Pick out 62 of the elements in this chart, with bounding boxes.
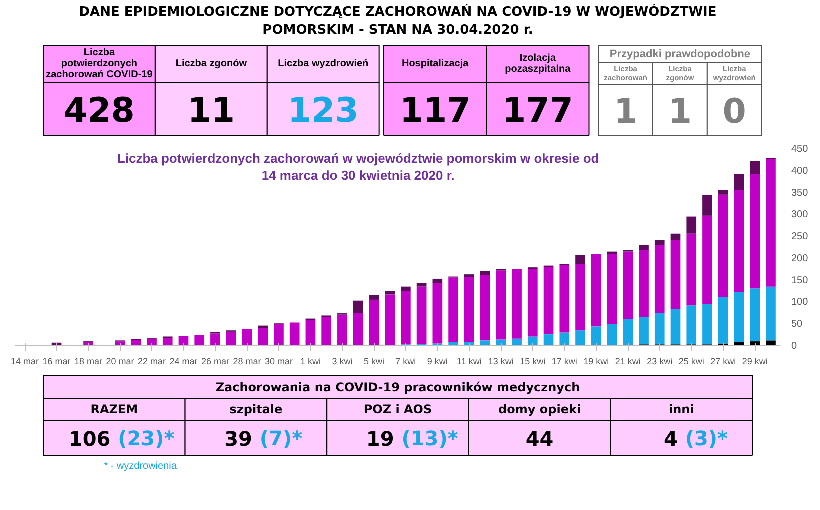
x-tick-label: 21 kwi [615,356,641,366]
x-tick-label: 24 mar [170,356,198,366]
text: 0 [722,92,746,132]
text: * - wyzdrowienia [104,461,178,472]
text: Liczba potwierdzonych zachorowań COVID-19 [46,48,154,80]
x-tick-label: 26 mar [201,356,230,366]
text: 117 [400,91,471,131]
x-tick-label: 7 kwi [396,356,416,366]
x-tick-label: 17 kwi [552,356,578,366]
x-tick-label: 1 kwi [300,356,321,366]
y-tick-label: 450 [792,144,809,155]
x-tick-label: 25 kwi [678,356,704,366]
x-tick-label: 16 mar [42,356,71,366]
text: 39 (7)* [224,426,304,451]
text: Zachorowania na COVID-19 pracowników medycznych [216,380,580,394]
text: Izolacja pozaszpitalna [505,53,572,75]
y-tick-label: 400 [792,166,809,177]
x-tick-label: 30 mar [264,356,293,366]
text: 1 [668,92,692,132]
text: szpitale [230,402,283,416]
text: RAZEM [90,402,138,416]
text: 428 [64,91,135,131]
text: 19 (13)* [366,426,459,451]
text: 11 [188,91,236,131]
x-tick-label: 28 mar [233,356,262,366]
text: 4 (3)* [664,426,729,451]
text: domy opieki [498,402,582,416]
text: 106 (23)* [68,426,176,451]
text: DANE EPIDEMIOLOGICZNE DOTYCZĄCE ZACHOROWAŃ NA COVID-19 W WOJEWÓDZTWIE POMORSKIM - STAN NA 30.04.2020 r. [79,3,717,38]
y-tick-label: 300 [792,210,809,221]
text: inni [668,402,694,416]
x-tick-label: 18 mar [74,356,103,366]
y-tick-label: 200 [792,253,809,264]
y-tick-label: 250 [792,232,809,243]
text: 44 [526,427,554,451]
x-tick-label: 27 kwi [710,356,736,366]
text: Liczba zgonów [176,58,248,70]
text: 123 [288,91,359,131]
text: Liczba potwierdzonych zachorowań w województwie pomorskim w okresie od 14 marca do 30 kwietnia 2020 r. [117,151,600,183]
x-tick-label: 5 kwi [364,356,384,366]
text: Hospitalizacja [402,58,470,70]
text: POZ i AOS [364,402,432,416]
x-tick-label: 19 kwi [584,356,610,366]
y-tick-label: 150 [792,275,809,286]
text: 177 [502,91,574,131]
y-tick-label: 0 [792,341,798,352]
x-tick-label: 29 kwi [742,356,768,366]
x-tick-label: 20 mar [106,356,134,366]
x-tick-label: 14 mar [11,356,40,366]
x-tick-label: 11 kwi [457,356,482,366]
y-tick-label: 350 [792,188,809,199]
y-tick-label: 50 [792,319,804,330]
x-tick-label: 15 kwi [520,356,546,366]
x-tick-label: 3 kwi [332,356,353,366]
text: Przypadki prawdopodobne [610,48,751,60]
text: Liczba wyzdrowień [278,58,369,70]
y-tick-label: 100 [792,297,809,308]
text: 1 [614,92,638,132]
x-tick-label: 22 mar [138,356,166,366]
x-tick-label: 9 kwi [427,356,448,366]
x-tick-label: 13 kwi [488,356,514,366]
x-tick-label: 23 kwi [647,356,673,366]
